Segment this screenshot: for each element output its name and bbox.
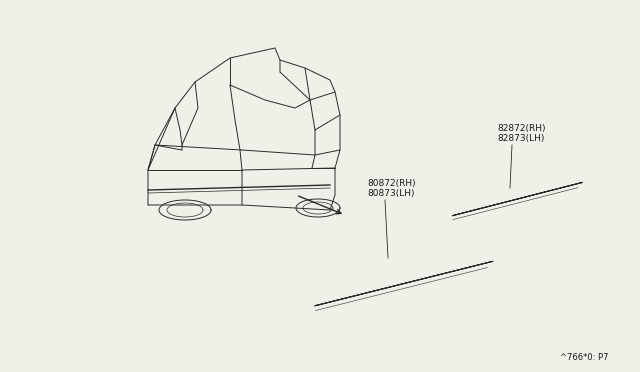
Text: 80872(RH): 80872(RH) [367, 179, 415, 188]
Text: 82873(LH): 82873(LH) [497, 134, 545, 143]
Text: 80873(LH): 80873(LH) [367, 189, 415, 198]
Text: ^766*0: P7: ^766*0: P7 [560, 353, 609, 362]
Text: 82872(RH): 82872(RH) [497, 124, 545, 133]
